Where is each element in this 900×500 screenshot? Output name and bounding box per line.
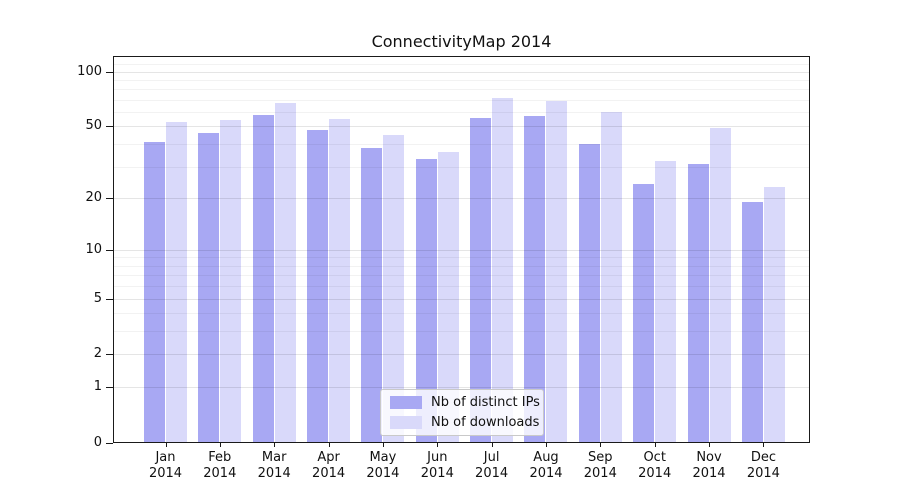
y-tick-label-50: 50 (85, 118, 102, 134)
bar-distinct-ips-mar (252, 114, 274, 443)
gridline-minor-9 (114, 257, 809, 259)
gridline-major-50 (114, 126, 809, 128)
x-tick-aug (546, 443, 547, 447)
bar-downloads-dec (763, 187, 785, 443)
gridline-minor-40 (114, 144, 809, 145)
y-tick-100 (106, 71, 113, 73)
bar-distinct-ips-dec (741, 201, 763, 443)
y-tick-label-100: 100 (77, 63, 102, 79)
gridline-minor-70 (114, 99, 809, 101)
bar-distinct-ips-may (361, 148, 383, 443)
x-tick-label-may: May 2014 (366, 450, 400, 481)
x-tick-label-dec: Dec 2014 (746, 450, 780, 481)
y-tick-10 (106, 249, 113, 251)
y-tick-0 (106, 442, 113, 444)
legend: Nb of distinct IPs Nb of downloads (380, 389, 544, 436)
bar-distinct-ips-aug (524, 116, 546, 443)
bar-downloads-apr (329, 118, 351, 443)
y-tick-5 (106, 298, 113, 300)
legend-swatch-downloads (390, 416, 422, 429)
gridline-major-2 (114, 354, 809, 356)
legend-label-distinct-ips: Nb of distinct IPs (431, 394, 540, 410)
x-tick-label-mar: Mar 2014 (257, 450, 291, 481)
gridline-minor-90 (114, 79, 809, 81)
bar-distinct-ips-sep (578, 143, 600, 443)
y-tick-1 (106, 386, 113, 388)
bar-downloads-oct (655, 161, 677, 443)
gridline-minor-80 (114, 89, 809, 91)
y-tick-label-5: 5 (93, 290, 102, 306)
gridline-minor-4 (114, 313, 809, 315)
x-tick-label-jun: Jun 2014 (420, 450, 454, 481)
bar-distinct-ips-nov (687, 163, 709, 443)
y-tick-2 (106, 354, 113, 356)
legend-item-downloads: Nb of downloads (390, 415, 543, 431)
bar-downloads-nov (709, 128, 731, 443)
legend-swatch-distinct-ips (390, 396, 422, 409)
x-tick-apr (328, 443, 330, 447)
x-tick-feb (219, 443, 221, 447)
x-tick-jun (437, 443, 439, 447)
x-tick-label-jul: Jul 2014 (475, 450, 509, 481)
gridline-major-20 (114, 197, 809, 199)
gridline-major-10 (114, 249, 809, 251)
bar-downloads-jan (166, 121, 187, 443)
x-tick-jul (491, 443, 493, 447)
x-tick-oct (654, 443, 656, 447)
x-tick-label-nov: Nov 2014 (692, 450, 726, 481)
gridline-minor-60 (114, 112, 809, 114)
bar-distinct-ips-oct (633, 183, 655, 443)
y-tick-label-0: 0 (93, 434, 102, 450)
chart-title: ConnectivityMap 2014 (371, 32, 552, 51)
x-tick-nov (709, 443, 710, 447)
x-tick-label-sep: Sep 2014 (583, 450, 617, 481)
y-tick-label-1: 1 (93, 378, 102, 394)
legend-item-distinct-ips: Nb of distinct IPs (390, 395, 543, 411)
gridline-major-100 (114, 71, 809, 73)
bar-downloads-mar (274, 103, 296, 443)
x-tick-label-feb: Feb 2014 (203, 450, 237, 481)
gridline-minor-6 (114, 286, 809, 288)
x-tick-jan (165, 443, 167, 447)
gridline-minor-3 (114, 331, 809, 333)
x-tick-mar (274, 443, 276, 447)
x-tick-label-jan: Jan 2014 (148, 450, 183, 481)
bar-distinct-ips-apr (307, 129, 329, 443)
gridline-major-1 (114, 386, 809, 388)
gridline-minor-110 (114, 63, 809, 65)
y-tick-label-10: 10 (85, 241, 102, 257)
bar-distinct-ips-jan (144, 142, 165, 443)
x-tick-label-aug: Aug 2014 (529, 450, 563, 481)
x-tick-label-apr: Apr 2014 (312, 450, 346, 481)
gridline-major-5 (114, 298, 809, 300)
bar-distinct-ips-feb (198, 133, 220, 443)
x-tick-sep (600, 443, 602, 447)
bar-distinct-ips-jul (470, 117, 492, 443)
gridline-minor-30 (114, 166, 809, 168)
y-tick-50 (106, 126, 113, 128)
gridline-minor-8 (114, 265, 809, 267)
gridline-minor-7 (114, 275, 809, 277)
bar-downloads-may (383, 134, 405, 443)
bar-downloads-jun (437, 152, 459, 443)
bar-downloads-feb (220, 120, 242, 443)
x-tick-label-oct: Oct 2014 (638, 450, 672, 481)
y-tick-label-20: 20 (85, 189, 102, 205)
bar-downloads-aug (546, 100, 568, 443)
bar-distinct-ips-jun (415, 159, 437, 443)
y-tick-20 (106, 197, 113, 199)
x-tick-dec (763, 443, 765, 447)
legend-label-downloads: Nb of downloads (431, 414, 540, 430)
bar-downloads-jul (492, 97, 514, 443)
x-tick-may (382, 443, 384, 447)
bar-downloads-sep (600, 112, 622, 443)
y-tick-label-2: 2 (93, 346, 102, 362)
